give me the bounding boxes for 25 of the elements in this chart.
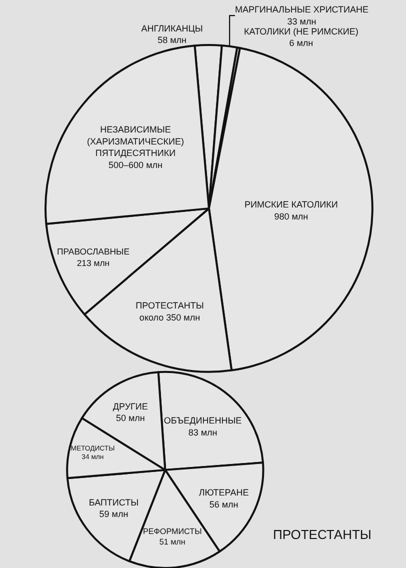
slice-label: КАТОЛИКИ (НЕ РИМСКИЕ) (244, 26, 358, 36)
data-label: около 350 млн (139, 312, 200, 322)
data-label: 980 млн (274, 211, 308, 222)
data-label: 33 млн (287, 16, 316, 26)
slice-label: ЛЮТЕРАНЕ (198, 488, 249, 498)
slice-label: АНГЛИКАНЦЫ (141, 23, 203, 34)
data-label: 50 млн (116, 413, 145, 424)
slice-label: БАПТИСТЫ (88, 497, 139, 508)
data-label: 51 млн (159, 538, 186, 547)
slice-label: ПРОТЕСТАНТЫ (136, 300, 204, 311)
slice-label: МАРГИНАЛЬНЫЕ ХРИСТИАНЕ (234, 4, 368, 15)
data-label: 213 млн (76, 258, 110, 268)
data-label: 59 млн (99, 509, 128, 520)
data-label: 500–600 млн (108, 160, 162, 170)
slice-label: РИМСКИЕ КАТОЛИКИ (244, 200, 338, 210)
slice-label: ДРУГИЕ (112, 401, 148, 412)
data-label: 56 млн (209, 499, 238, 510)
data-label: 83 млн (188, 427, 218, 438)
slice-label: ОБЪЕДИНЕННЫЕ (164, 416, 242, 426)
data-label: 58 млн (158, 35, 187, 45)
slice-label: ПРАВОСЛАВНЫЕ (56, 246, 130, 257)
slice-label: РЕФОРМИСТЫ (142, 527, 202, 536)
slice-label: НЕЗАВИСИМЫЕ (ХАРИЗМАТИЧЕСКИЕ) ПЯТИДЕСЯТНИКИ (87, 124, 184, 158)
data-label: 6 млн (289, 38, 314, 48)
text: ПРОТЕСТАНТЫ (273, 527, 372, 542)
